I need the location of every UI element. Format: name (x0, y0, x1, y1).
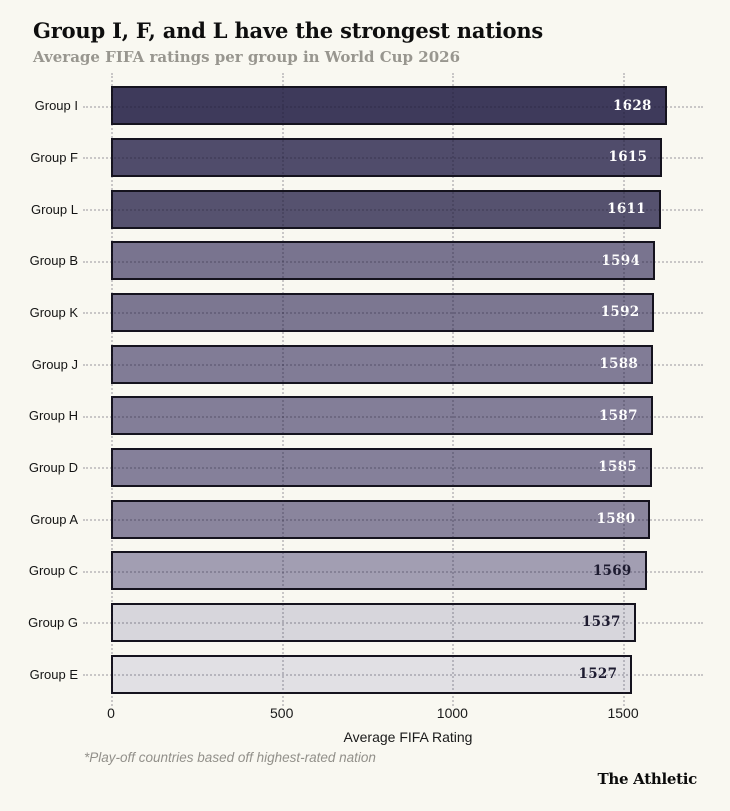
bar-row: Group F 1615 (30, 132, 705, 184)
bar-row: Group H 1587 (29, 390, 705, 442)
rating-bar: 1569 (111, 551, 647, 591)
rating-bar: 1537 (111, 602, 636, 642)
bar-value-label: 1527 (578, 666, 618, 683)
x-axis-tick-label: 1000 (436, 705, 468, 721)
rating-bar: 1611 (111, 189, 661, 229)
bar-value-label: 1615 (608, 149, 648, 166)
bar-row: Group K 1592 (30, 287, 705, 339)
chart-subtitle: Average FIFA ratings per group in World … (33, 48, 461, 66)
bar-value-label: 1569 (592, 562, 632, 579)
x-axis-tick-label: 1500 (607, 705, 639, 721)
group-label: Group J (31, 356, 78, 372)
rating-bar: 1580 (111, 499, 651, 539)
bar-row: Group G 1537 (28, 597, 705, 649)
group-label: Group G (28, 614, 78, 630)
publisher-wordmark: The Athletic (597, 770, 698, 788)
group-label: Group L (31, 201, 78, 217)
x-axis-tick-label: 500 (270, 705, 294, 721)
bar-row: Group L 1611 (31, 183, 705, 235)
group-label: Group K (29, 304, 78, 320)
rating-bar: 1592 (111, 292, 655, 332)
bar-value-label: 1611 (607, 201, 646, 218)
bar-value-label: 1537 (581, 614, 621, 631)
bar-row: Group A 1580 (30, 493, 705, 545)
group-label: Group F (30, 149, 78, 165)
bar-value-label: 1587 (598, 407, 638, 424)
bar-row: Group I 1628 (35, 80, 705, 132)
bar-row: Group J 1588 (32, 338, 705, 390)
bar-row: Group D 1585 (29, 442, 705, 494)
x-axis-label: Average FIFA Rating (343, 729, 473, 745)
rating-bar: 1527 (111, 654, 633, 694)
group-label: Group H (28, 408, 78, 424)
rating-bar: 1628 (111, 86, 667, 126)
x-axis-tick-label: 0 (107, 705, 115, 721)
bar-row: Group B 1594 (30, 235, 705, 287)
group-label: Group I (34, 98, 78, 114)
chart-title: Group I, F, and L have the strongest nat… (33, 18, 544, 43)
bar-row: Group E 1527 (30, 648, 705, 700)
bar-value-label: 1588 (599, 356, 639, 373)
group-label: Group A (30, 511, 78, 527)
bar-row: Group C 1569 (29, 545, 705, 597)
rating-bar: 1588 (111, 344, 654, 384)
rating-bar: 1587 (111, 396, 653, 436)
rating-bar: 1594 (111, 241, 656, 281)
x-axis: 0 500 1000 1500 (107, 705, 705, 723)
group-label: Group B (29, 253, 78, 269)
bar-value-label: 1592 (600, 304, 640, 321)
bar-chart-plot-area: Group I 1628 Group F 1615 Group L 1611 Group B… (28, 73, 705, 706)
rating-bar: 1585 (111, 447, 653, 487)
group-label: Group C (28, 563, 78, 579)
rating-bar: 1615 (111, 137, 663, 177)
footnote: *Play-off countries based off highest-ra… (84, 750, 376, 765)
bar-value-label: 1628 (612, 97, 652, 114)
bar-value-label: 1580 (596, 511, 636, 528)
bar-value-label: 1585 (598, 459, 638, 476)
group-label: Group E (29, 666, 78, 682)
group-label: Group D (28, 459, 78, 475)
bar-value-label: 1594 (601, 252, 641, 269)
